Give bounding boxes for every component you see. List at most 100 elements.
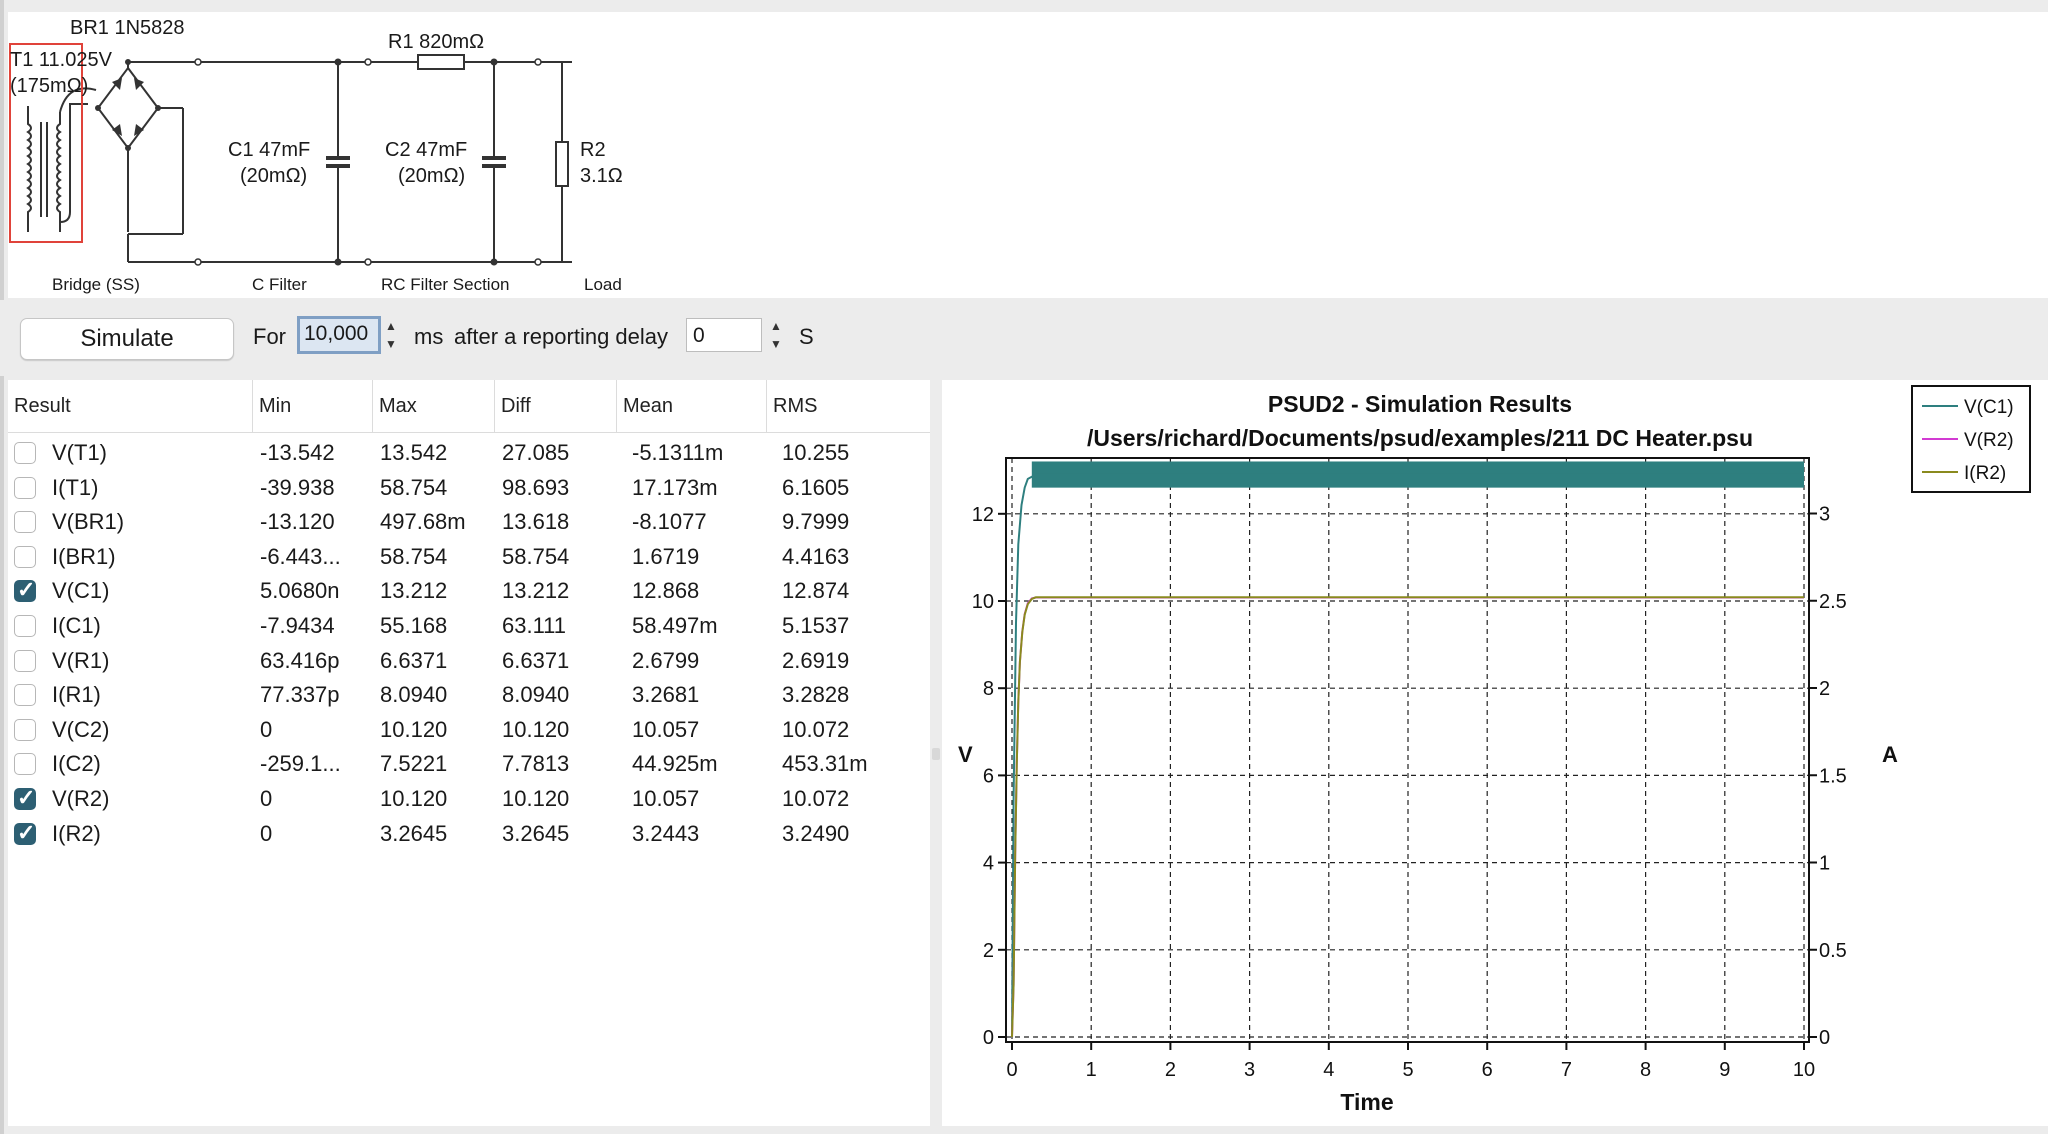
cell-min: 0 [260, 716, 273, 742]
result-name: I(R2) [52, 820, 101, 846]
c1-label: C1 47mF [228, 139, 310, 161]
cell-mean: 10.057 [632, 716, 700, 742]
result-name: I(C1) [52, 613, 101, 638]
cell-diff: 63.111 [502, 613, 567, 638]
c2-resistance: (20mΩ) [398, 165, 465, 187]
cell-diff: 10.120 [502, 716, 570, 742]
chart-legend: V(C1) V(R2) I(R2) [1911, 385, 2031, 493]
table-row[interactable]: I(R1) 77.337p 8.0940 8.0940 3.2681 3.2828 [8, 678, 930, 713]
reporting-delay-label: after a reporting delay [454, 324, 669, 349]
cell-max: 55.168 [380, 613, 448, 638]
y-left-tick-label: 8 [983, 678, 994, 700]
row-checkbox[interactable] [14, 718, 36, 741]
table-row[interactable]: V(BR1) -13.120 497.68m 13.618 -8.1077 9.7999 [8, 505, 930, 540]
stepper-up-icon[interactable]: ▲ [385, 319, 397, 333]
transformer-primary [26, 112, 32, 232]
row-checkbox[interactable] [14, 820, 36, 846]
cell-max: 497.68m [380, 509, 466, 535]
t1-label: T1 11.025V [10, 49, 113, 71]
delay-stepper[interactable]: ▲ ▼ [768, 317, 784, 353]
row-checkbox[interactable] [14, 545, 36, 568]
row-checkbox[interactable] [14, 649, 36, 672]
section-load: Load [584, 275, 622, 294]
y-right-tick-label: 0.5 [1819, 940, 1847, 962]
table-row[interactable]: I(R2) 0 3.2645 3.2645 3.2443 3.2490 [8, 817, 930, 852]
r2-value: 3.1Ω [580, 165, 623, 187]
stepper-up-icon[interactable]: ▲ [770, 319, 782, 333]
x-tick-label: 4 [1323, 1059, 1334, 1081]
cell-min: -13.542 [260, 440, 335, 465]
chart-title: PSUD2 - Simulation Results [1268, 391, 1572, 417]
column-header-result[interactable]: Result [14, 395, 71, 417]
stepper-down-icon[interactable]: ▼ [385, 337, 397, 351]
table-row[interactable]: I(C2) -259.1... 7.5221 7.7813 44.925m 453.31m [8, 747, 930, 782]
table-row[interactable]: V(R2) 0 10.120 10.120 10.057 10.072 [8, 782, 930, 817]
column-header-min[interactable]: Min [252, 380, 372, 432]
legend-entry: V(C1) [1964, 397, 2014, 418]
cell-mean: 10.057 [632, 786, 700, 811]
result-name: I(C2) [52, 751, 101, 777]
cell-diff: 6.6371 [502, 647, 570, 673]
cell-rms: 3.2828 [782, 682, 850, 708]
transformer-selection-box[interactable] [9, 43, 83, 243]
x-tick-label: 10 [1793, 1059, 1815, 1081]
table-row[interactable]: V(T1) -13.542 13.542 27.085 -5.1311m 10.255 [8, 436, 930, 471]
schematic-panel: BR1 1N5828 T1 11.025V (175mΩ) R1 820mΩ C… [8, 12, 2048, 298]
legend-entry: I(R2) [1964, 463, 2006, 484]
row-checkbox[interactable] [14, 615, 36, 637]
cell-max: 7.5221 [380, 751, 448, 777]
simulate-button[interactable]: Simulate [20, 318, 234, 360]
column-header-diff[interactable]: Diff [494, 380, 616, 432]
bridge-label: BR1 1N5828 [70, 17, 185, 39]
table-row[interactable]: I(T1) -39.938 58.754 98.693 17.173m 6.1605 [8, 471, 930, 506]
t1-resistance: (175mΩ) [10, 75, 88, 97]
row-checkbox[interactable] [14, 511, 36, 534]
legend-entry: V(R2) [1964, 430, 2014, 451]
split-view-handle[interactable] [932, 748, 940, 760]
cell-rms: 10.255 [782, 440, 850, 465]
cell-diff: 98.693 [502, 474, 570, 500]
column-header-mean[interactable]: Mean [616, 380, 766, 432]
duration-input[interactable]: 10,000 [297, 316, 381, 354]
cell-mean: 12.868 [632, 578, 700, 604]
for-label: For [253, 324, 286, 349]
column-header-max[interactable]: Max [372, 380, 494, 432]
x-tick-label: 5 [1402, 1059, 1413, 1081]
row-checkbox[interactable] [14, 577, 36, 603]
result-name: V(T1) [52, 440, 107, 465]
cell-rms: 5.1537 [782, 613, 850, 638]
duration-stepper[interactable]: ▲ ▼ [383, 317, 399, 353]
row-checkbox[interactable] [14, 684, 36, 707]
row-checkbox[interactable] [14, 476, 36, 499]
x-tick-label: 8 [1640, 1059, 1651, 1081]
schematic-junctions [95, 58, 498, 266]
cell-min: -39.938 [260, 474, 335, 500]
row-checkbox[interactable] [14, 753, 36, 776]
x-tick-label: 0 [1006, 1059, 1017, 1081]
table-row[interactable]: I(BR1) -6.443... 58.754 58.754 1.6719 4.4163 [8, 540, 930, 575]
column-header-rms[interactable]: RMS [766, 380, 930, 432]
cell-max: 13.542 [380, 440, 448, 465]
cell-rms: 12.874 [782, 578, 850, 604]
series-line-V(C1) [1011, 473, 1804, 1038]
table-row[interactable]: I(C1) -7.9434 55.168 63.111 58.497m 5.1537 [8, 609, 930, 644]
table-row[interactable]: V(C1) 5.0680n 13.212 13.212 12.868 12.874 [8, 574, 930, 609]
stepper-down-icon[interactable]: ▼ [770, 337, 782, 351]
cell-rms: 453.31m [782, 751, 868, 777]
table-row[interactable]: V(C2) 0 10.120 10.120 10.057 10.072 [8, 713, 930, 748]
delay-input[interactable]: 0 [686, 318, 762, 352]
c1-resistance: (20mΩ) [240, 165, 307, 187]
x-tick-label: 9 [1719, 1059, 1730, 1081]
cell-min: -259.1... [260, 751, 341, 777]
cell-diff: 8.0940 [502, 682, 570, 708]
table-row[interactable]: V(R1) 63.416p 6.6371 6.6371 2.6799 2.6919 [8, 644, 930, 679]
row-checkbox[interactable] [14, 442, 36, 464]
cell-min: -6.443... [260, 543, 341, 569]
y-right-tick-label: 2 [1819, 678, 1830, 700]
results-table: Result Min Max Diff Mean RMS V(T1) -13.54… [8, 380, 930, 1126]
row-checkbox[interactable] [14, 785, 36, 811]
cell-rms: 6.1605 [782, 474, 850, 500]
result-name: V(R1) [52, 647, 110, 673]
cell-diff: 10.120 [502, 786, 570, 811]
cell-max: 13.212 [380, 578, 448, 604]
